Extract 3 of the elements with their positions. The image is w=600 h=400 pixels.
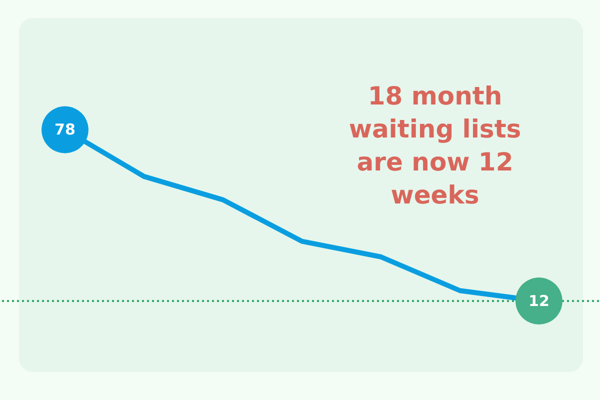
annotation: 18 month waiting lists are now 12 weeks	[348, 82, 522, 210]
data-label: 12	[528, 292, 550, 310]
data-label: 78	[54, 120, 76, 139]
